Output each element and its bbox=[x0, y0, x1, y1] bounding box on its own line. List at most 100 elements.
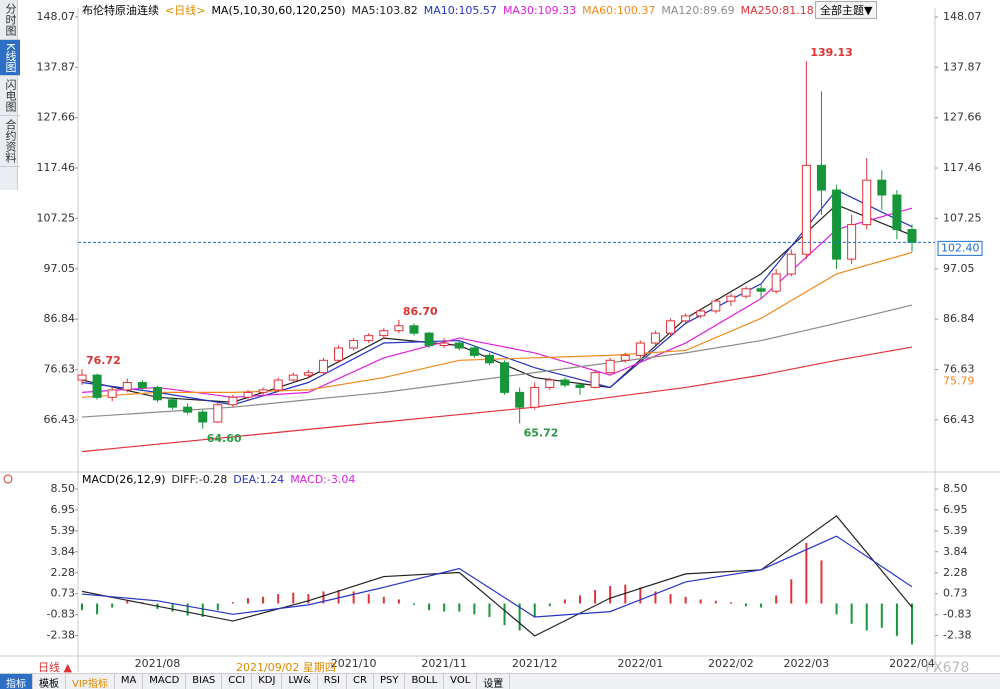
y-tick-label: 117.46 bbox=[37, 161, 76, 174]
candle-body bbox=[726, 295, 736, 302]
candle-body bbox=[137, 382, 147, 388]
indicator-tab[interactable]: 设置 bbox=[477, 674, 511, 689]
y-tick-label: -0.83 bbox=[47, 608, 75, 621]
indicator-tab[interactable]: CCI bbox=[222, 674, 253, 689]
indicator-tab[interactable]: VOL bbox=[444, 674, 478, 689]
period-button[interactable]: 日线 ▲ bbox=[38, 661, 72, 674]
y-tick-label-right: -2.38 bbox=[943, 629, 971, 642]
y-tick-label-right: 97.05 bbox=[943, 262, 975, 275]
marker-label: 75.79 bbox=[943, 375, 975, 388]
extreme-label: 86.70 bbox=[403, 305, 438, 318]
x-tick-label: 2021/08 bbox=[135, 657, 181, 670]
indicator-tab[interactable]: 模板 bbox=[33, 674, 66, 689]
indicator-tab[interactable]: PSY bbox=[374, 674, 406, 689]
candle-body bbox=[107, 389, 117, 398]
price-header: 布伦特原油连续 <日线> MA(5,10,30,60,120,250) MA5:… bbox=[82, 2, 814, 18]
candle-body bbox=[198, 411, 208, 423]
sidebar-tab[interactable]: 合约资料 bbox=[0, 116, 20, 168]
candle-body bbox=[469, 347, 479, 356]
line-series bbox=[81, 189, 913, 406]
title: 布伦特原油连续 bbox=[82, 4, 159, 17]
candle-body bbox=[334, 347, 344, 361]
y-tick-label: 8.50 bbox=[51, 482, 76, 495]
y-tick-label-right: 137.87 bbox=[943, 60, 982, 73]
period[interactable]: <日线> bbox=[165, 4, 206, 17]
sidebar: 分时图 K线图 闪电图 合约资料 bbox=[0, 0, 20, 190]
extreme-label: 76.72 bbox=[86, 354, 121, 367]
candle-body bbox=[741, 288, 751, 297]
y-tick-label-right: 8.50 bbox=[943, 482, 968, 495]
x-tick-label: 2021/12 bbox=[512, 657, 558, 670]
candle-body bbox=[77, 374, 87, 381]
candle-body bbox=[786, 253, 796, 275]
candle-body bbox=[605, 359, 615, 374]
indicator: MA(5,10,30,60,120,250) bbox=[211, 3, 346, 17]
indicator-tab[interactable]: 指标 bbox=[0, 674, 33, 689]
line-series bbox=[81, 515, 913, 637]
line-series bbox=[81, 251, 913, 398]
y-tick-label: 0.73 bbox=[51, 587, 76, 600]
indicator-tab[interactable]: VIP指标 bbox=[66, 674, 115, 689]
indicator-tab[interactable]: KDJ bbox=[252, 674, 283, 689]
legend-entry: DIFF:-0.28 bbox=[171, 473, 228, 486]
last-price-box bbox=[937, 240, 983, 256]
candle-body bbox=[620, 354, 630, 361]
candle-body bbox=[183, 406, 193, 413]
indicator-tab[interactable]: LW& bbox=[282, 674, 318, 689]
indicator-tab[interactable]: RSI bbox=[318, 674, 348, 689]
candle-body bbox=[560, 379, 570, 386]
candle-body bbox=[454, 342, 464, 349]
indicator-tab[interactable]: MACD bbox=[143, 674, 187, 689]
y-tick-label-right: 5.39 bbox=[943, 524, 968, 537]
theme-button[interactable]: 全部主题▼ bbox=[815, 1, 878, 19]
sidebar-tab[interactable]: K线图 bbox=[0, 40, 20, 77]
legend-entry: MA5:103.82 bbox=[351, 3, 418, 17]
x-tick-label: 2022/01 bbox=[618, 657, 664, 670]
legend-entry: MACD:-3.04 bbox=[290, 473, 356, 486]
candle-body bbox=[635, 342, 645, 356]
indicator-tab[interactable]: MA bbox=[115, 674, 144, 689]
line-series bbox=[81, 204, 913, 403]
candle-body bbox=[349, 340, 359, 349]
candle-body bbox=[228, 396, 238, 406]
candle-body bbox=[409, 325, 419, 334]
indicator-tab[interactable]: BIAS bbox=[186, 674, 223, 689]
sidebar-tab[interactable]: 闪电图 bbox=[0, 76, 20, 117]
y-tick-label: 6.95 bbox=[51, 503, 76, 516]
legend-entry: MA120:89.69 bbox=[661, 3, 735, 17]
y-tick-label-right: 2.28 bbox=[943, 566, 968, 579]
extreme-label: 65.72 bbox=[524, 426, 559, 439]
legend-entry: MA30:109.33 bbox=[502, 3, 577, 17]
legend-entry: MA60:100.37 bbox=[582, 3, 656, 17]
x-tick-label: 2021/11 bbox=[421, 657, 467, 670]
candle-body bbox=[424, 332, 434, 346]
indicator-tab[interactable]: BOLL bbox=[405, 674, 445, 689]
y-tick-label-right: 66.43 bbox=[943, 413, 975, 426]
candle-body bbox=[92, 374, 102, 398]
macd-header: MACD(26,12,9) DIFF:-0.28 DEA:1.24 MACD:-3.… bbox=[82, 473, 355, 486]
y-tick-label-right: 86.84 bbox=[943, 312, 975, 325]
candle-body bbox=[394, 325, 404, 332]
extreme-label: 64.60 bbox=[207, 432, 242, 445]
x-tick-label: 2021/10 bbox=[331, 657, 377, 670]
y-tick-label-right: 76.63 bbox=[943, 363, 975, 376]
candle-body bbox=[756, 288, 766, 292]
watermark: FX678 bbox=[925, 660, 970, 676]
candle-body bbox=[379, 330, 389, 337]
candle-body bbox=[877, 179, 887, 196]
candle-body bbox=[575, 384, 585, 388]
crosshair-icon[interactable] bbox=[3, 474, 13, 484]
candle-body bbox=[439, 342, 449, 346]
candle-body bbox=[500, 362, 510, 393]
indicator-tab[interactable]: CR bbox=[347, 674, 374, 689]
y-tick-label-right: 127.66 bbox=[943, 111, 982, 124]
extreme-label: 139.13 bbox=[810, 46, 852, 59]
candle-body bbox=[122, 382, 132, 391]
candle-body bbox=[273, 379, 283, 391]
candle-body bbox=[243, 391, 253, 398]
sidebar-tab[interactable]: 分时图 bbox=[0, 0, 20, 40]
candle-body bbox=[168, 399, 178, 408]
candle-body bbox=[545, 379, 555, 388]
line-series bbox=[81, 535, 913, 618]
